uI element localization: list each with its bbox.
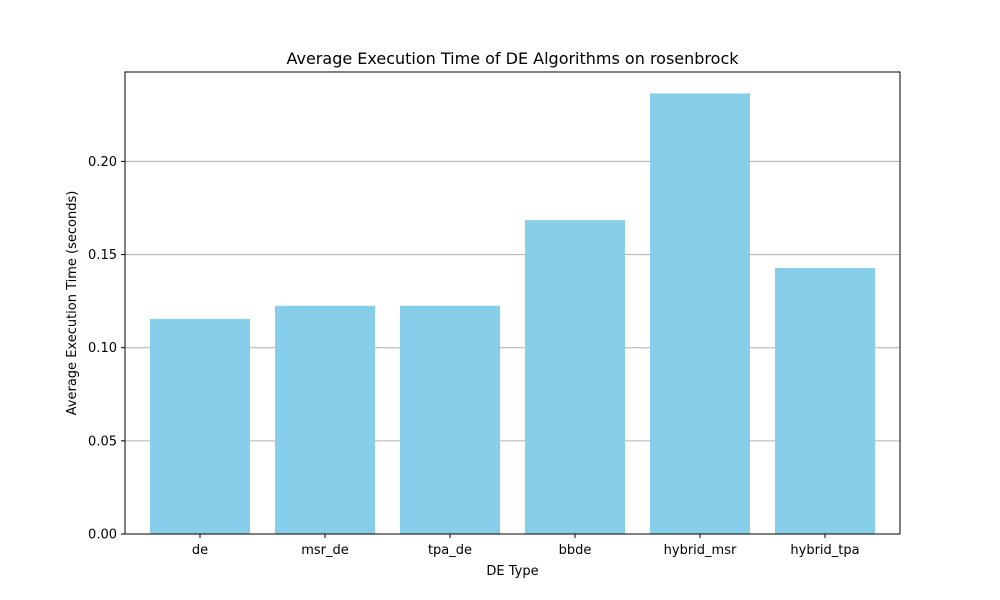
x-tick-label-hybrid_tpa: hybrid_tpa <box>790 543 859 558</box>
bar-bbde <box>525 220 625 534</box>
y-axis-label: Average Execution Time (seconds) <box>65 191 80 416</box>
bars <box>150 93 875 534</box>
y-tick-label: 0.05 <box>88 434 117 449</box>
bar-de <box>150 318 250 534</box>
x-axis-label: DE Type <box>486 564 538 579</box>
bar-hybrid_msr <box>650 93 750 534</box>
y-tick-label: 0.20 <box>88 155 117 170</box>
y-axis-ticks: 0.00 0.05 0.10 0.15 0.20 <box>88 155 125 543</box>
x-tick-label-msr_de: msr_de <box>301 543 349 558</box>
bar-hybrid_tpa <box>775 267 875 534</box>
y-tick-label: 0.15 <box>88 248 117 263</box>
x-tick-label-bbde: bbde <box>559 543 592 558</box>
x-tick-label-tpa_de: tpa_de <box>428 543 472 558</box>
grid-lines <box>125 160 900 442</box>
bar-msr_de <box>275 305 375 534</box>
plot-frame <box>124 71 901 535</box>
y-tick-label: 0.10 <box>88 341 117 356</box>
x-tick-label-hybrid_msr: hybrid_msr <box>664 543 737 558</box>
y-tick-label: 0.00 <box>88 528 117 543</box>
bar-tpa_de <box>400 305 500 534</box>
x-tick-label-de: de <box>192 543 208 558</box>
chart-title: Average Execution Time of DE Algorithms … <box>286 49 739 68</box>
x-axis-ticks: de msr_de tpa_de bbde hybrid_msr hybrid_tpa <box>192 534 860 558</box>
